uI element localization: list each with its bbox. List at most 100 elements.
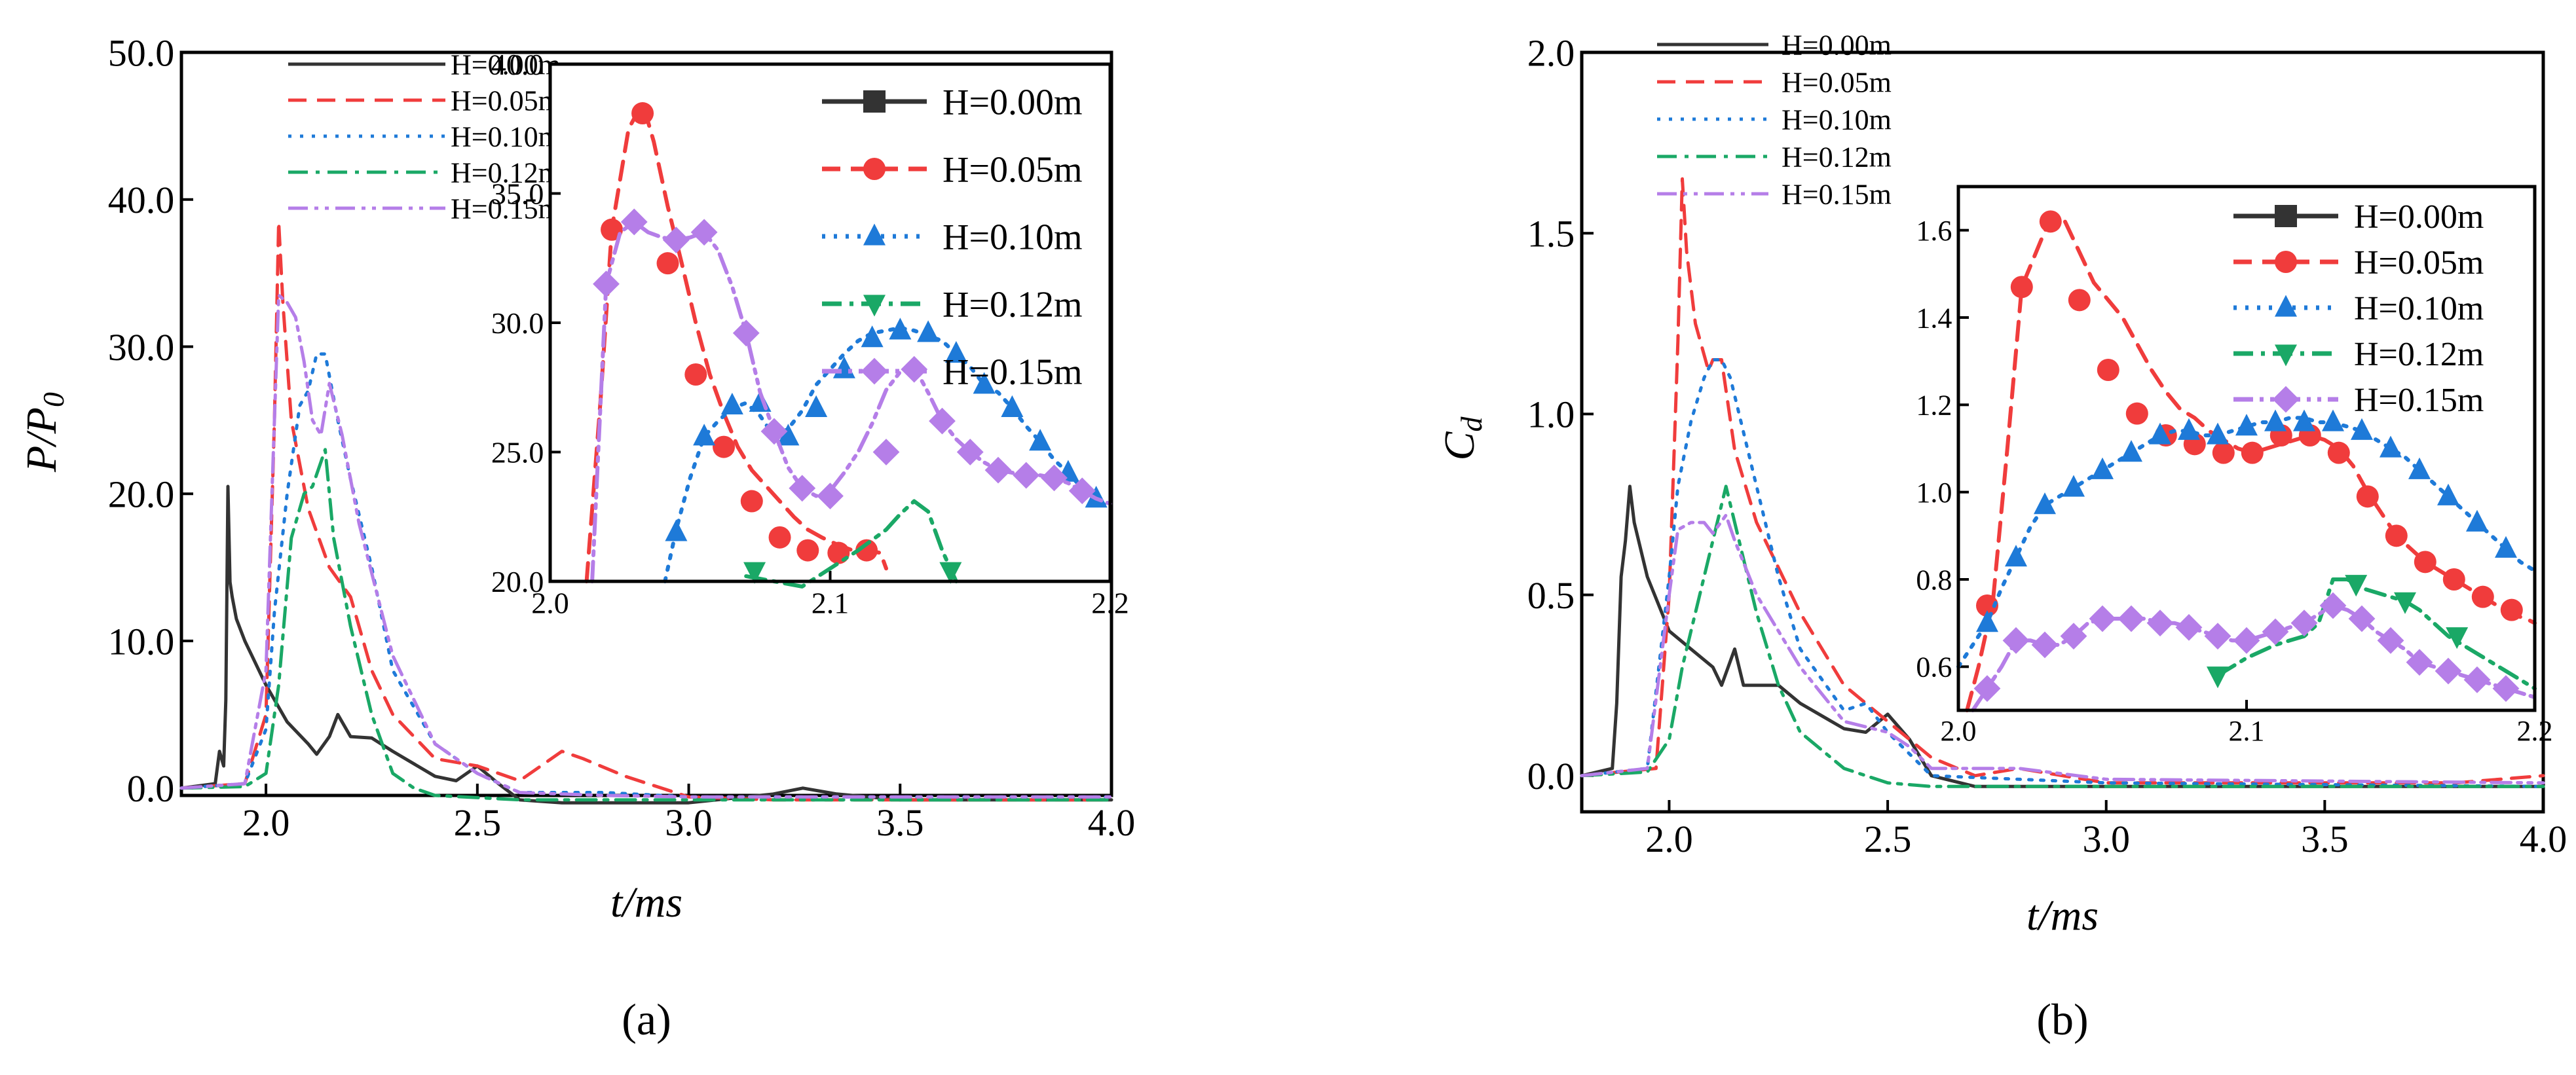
series-line-H=0.05m [179,220,1113,802]
data-point-H=0.05m [740,490,763,513]
series-line-H=0.15m [1580,513,2545,785]
data-point-H=0.10m [889,318,912,340]
data-point-H=0.15m [2319,592,2347,619]
data-point-H=0.10m [973,372,996,394]
data-point-H=0.05m [2327,441,2350,464]
data-point-H=0.05m [2471,585,2494,608]
data-point-H=0.05m [855,539,878,562]
data-point-H=0.15m [929,407,956,435]
data-point-H=0.05m [2356,485,2379,508]
data-point-H=0.15m [2204,623,2231,650]
legend-label: H=0.10m [1782,103,1892,136]
x-tick-label: 2.5 [1864,818,1912,860]
data-point-H=0.10m [861,325,884,348]
legend-label: H=0.12m [943,285,1083,325]
data-point-H=0.10m [2437,483,2459,505]
y-tick-label: 40.0 [108,179,175,221]
x-tick-label: 2.0 [531,586,569,619]
b-y-axis-label: Cd [1436,416,1488,460]
data-point-H=0.15m [2377,627,2404,654]
y-tick-label: 30.0 [491,306,544,340]
legend-marker [2275,251,2297,273]
legend-label: H=0.15m [451,192,561,225]
data-point-H=0.10m [777,424,800,446]
data-point-H=0.05m [631,102,654,125]
x-tick-label: 2.0 [242,801,290,844]
data-point-H=0.10m [917,320,940,342]
data-point-H=0.10m [805,395,828,417]
y-tick-label: 50.0 [108,31,175,74]
data-point-H=0.05m [2385,524,2408,547]
data-point-H=0.10m [2380,435,2402,458]
series-line-H=0.10m [1580,358,2545,788]
data-point-H=0.10m [944,340,967,363]
data-point-H=0.10m [1976,610,1998,632]
legend-label: H=0.00m [1782,29,1892,61]
data-point-H=0.15m [1068,477,1096,505]
data-point-H=0.15m [662,227,690,253]
y-tick-label: 30.0 [108,326,175,369]
series-line-H=0.12m [744,499,958,589]
data-point-H=0.10m [2207,422,2229,445]
legend-marker [861,357,888,385]
y-tick-label: 1.5 [1527,212,1575,255]
panel-a: 2.0 2.5 3.0 3.5 4.0 0.0 10.0 20.0 30.0 40.0 50.0 P… [18,31,1135,1044]
legend-label: H=0.12m [451,156,561,189]
x-tick-label: 2.1 [812,586,849,619]
legend-label: H=0.15m [1782,178,1892,210]
data-point-H=0.05m [713,435,736,458]
data-point-H=0.10m [2120,440,2142,462]
y-tick-label: 1.2 [1916,390,1952,422]
data-point-H=0.10m [2495,536,2517,558]
data-point-H=0.10m [2466,509,2488,532]
b-inset-frame [1956,185,2537,712]
data-point-H=0.05m [2212,441,2235,464]
x-tick-label: 4.0 [2520,818,2567,860]
y-tick-label: 25.0 [491,436,544,469]
data-point-H=0.10m [2351,418,2373,440]
panel-b: 2.0 2.5 3.0 3.5 4.0 0.0 0.5 1.0 1.5 2.0 Cd t/ms H… [1436,29,2567,1044]
data-point-H=0.10m [2005,545,2027,567]
data-point-H=0.12m [2446,627,2469,649]
data-point-H=0.05m [2241,441,2264,464]
data-point-H=0.15m [2089,605,2116,632]
data-point-H=0.05m [2442,568,2465,591]
data-point-H=0.10m [665,519,688,541]
data-point-H=0.10m [2178,418,2200,440]
data-point-H=0.15m [2146,610,2174,637]
series-line-H=0.12m [2216,577,2537,691]
data-point-H=0.10m [2293,409,2315,431]
data-point-H=0.12m [2207,666,2229,689]
b-inset-legend: H=0.00m H=0.05m H=0.10m H=0.12m H=0.15m [2233,198,2484,419]
data-point-H=0.05m [601,218,624,241]
data-point-H=0.15m [984,456,1012,484]
legend-label: H=0.05m [943,150,1083,191]
data-point-H=0.12m [743,562,766,584]
data-point-H=0.15m [2262,618,2289,646]
data-point-H=0.10m [2149,422,2171,445]
legend-label: H=0.05m [2354,244,2484,282]
data-point-H=0.10m [2034,492,2056,515]
data-point-H=0.05m [2039,210,2062,233]
data-point-H=0.15m [2118,605,2145,632]
data-point-H=0.05m [1976,594,1998,617]
data-point-H=0.10m [1029,429,1052,451]
a-x-axis-label: t/ms [610,879,682,926]
data-point-H=0.15m [620,208,648,236]
x-tick-label: 2.0 [1941,715,1977,747]
series-line-H=0.05m [1580,177,2545,785]
data-point-H=0.15m [690,219,718,246]
a-inset-frame [548,62,1112,583]
legend-marker [863,295,886,317]
data-point-H=0.10m [2235,414,2258,436]
legend-marker [2275,295,2297,317]
data-point-H=0.15m [2060,623,2087,650]
y-tick-label: 1.4 [1916,302,1952,334]
data-point-H=0.15m [789,475,816,502]
legend-marker [863,223,886,246]
data-point-H=0.10m [2091,457,2114,479]
legend-label: H=0.15m [943,352,1083,393]
series-line-H=0.12m [179,448,1113,802]
